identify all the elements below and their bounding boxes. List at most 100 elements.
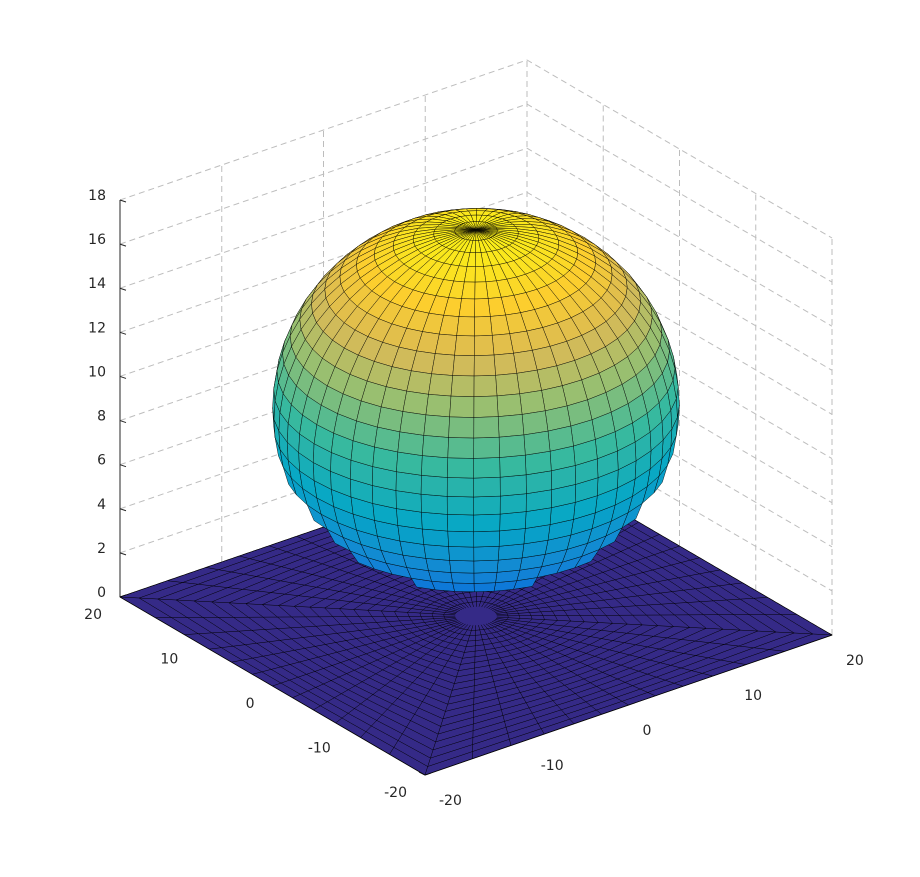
plane-radial	[184, 617, 456, 635]
surface-patch	[395, 471, 422, 495]
surface-patch	[497, 543, 525, 561]
grid-line	[119, 59, 833, 239]
plane-radial	[167, 580, 457, 614]
surface-patch	[448, 546, 475, 562]
surface-patch	[420, 475, 448, 497]
z-tick	[119, 508, 127, 512]
z-tick-label: 0	[97, 585, 106, 601]
z-tick-label: 10	[88, 364, 106, 380]
surface-patch	[493, 352, 518, 376]
surface-patch	[423, 544, 450, 561]
surface-patch	[496, 393, 523, 417]
surface-patch	[474, 316, 493, 337]
plane-radial	[335, 623, 466, 724]
plane-radial	[490, 534, 660, 610]
surface-patch	[498, 528, 526, 547]
surface-patch	[495, 373, 520, 397]
plane-radial	[155, 615, 456, 618]
surface-patch	[491, 333, 514, 356]
plane-radial	[494, 569, 721, 613]
surface-patch	[447, 530, 475, 548]
surface-patch	[499, 474, 527, 497]
surface-patch	[473, 572, 498, 584]
plane-radial	[492, 545, 680, 611]
z-tick-label: 8	[97, 409, 106, 425]
surface-patch	[434, 333, 457, 356]
surface-patch	[450, 375, 475, 397]
z-tick	[119, 199, 127, 203]
y-tick-label: 0	[246, 696, 255, 712]
plane-radial	[252, 620, 459, 675]
surface-patch	[473, 436, 500, 459]
surface-patch	[473, 416, 500, 439]
surface-patch	[447, 457, 474, 479]
plane-radial	[490, 622, 656, 697]
surface-patch	[452, 354, 475, 377]
plane-radial	[485, 623, 602, 715]
surface-patch	[420, 493, 448, 515]
surface-patch	[473, 530, 500, 548]
surface-patch	[422, 435, 449, 459]
surface-patch	[422, 528, 449, 547]
z-tick	[119, 243, 127, 247]
plane-radial	[231, 619, 458, 663]
surface-patch	[473, 476, 501, 498]
surface-patch	[474, 298, 491, 318]
surface-patch	[473, 354, 496, 377]
surface-patch	[525, 450, 552, 476]
plane-radial	[496, 616, 833, 636]
surface-patch	[497, 414, 525, 438]
z-tick-label: 18	[88, 188, 106, 204]
plane-radial	[491, 621, 684, 687]
surface-patch	[498, 434, 526, 458]
plane-radial	[495, 582, 743, 614]
surface-patch	[425, 558, 452, 573]
plane-radial	[493, 557, 700, 612]
surface-patch	[449, 395, 475, 418]
plane-radial	[209, 618, 457, 650]
surface-patch	[431, 353, 455, 376]
surface-patch	[474, 281, 489, 300]
surface-patch	[454, 335, 475, 356]
x-tick-label: -20	[439, 793, 462, 809]
plane-radial	[296, 535, 462, 610]
plane-radial	[239, 555, 459, 612]
plane-radial	[493, 620, 713, 677]
plane-radial	[424, 625, 474, 776]
z-tick	[119, 287, 127, 291]
surface-patch	[499, 454, 527, 478]
plane-radial	[496, 597, 768, 615]
z-tick-label: 6	[97, 453, 106, 469]
plane-radial	[478, 625, 512, 746]
surface-patch	[406, 370, 432, 395]
surface-patch	[448, 416, 475, 439]
surface-patch	[425, 394, 452, 418]
surface-patch	[456, 316, 475, 337]
plane-radial	[480, 624, 545, 735]
z-tick-label: 12	[88, 320, 106, 336]
y-tick-label: -20	[384, 785, 407, 801]
plane-radial	[472, 625, 477, 759]
plane-radial	[483, 624, 575, 724]
surface-patch	[521, 410, 549, 436]
surface-patch	[399, 411, 427, 436]
surface-patch	[449, 560, 475, 574]
surface-patch	[473, 513, 501, 533]
z-tick	[119, 331, 127, 335]
surface-patch	[458, 298, 476, 318]
plane-radial	[119, 596, 456, 616]
x-tick-label: 10	[744, 688, 762, 704]
surface-patch	[447, 437, 475, 459]
surface-patch	[473, 395, 499, 418]
surface-patch	[397, 431, 425, 456]
surface-patch	[473, 495, 501, 516]
plane-radial	[313, 623, 464, 711]
plane-radial	[272, 621, 460, 687]
plane-radial	[360, 624, 469, 738]
y-tick-label: 10	[160, 652, 178, 668]
surface-patch	[473, 559, 499, 574]
surface-patch	[516, 369, 542, 395]
z-tick-label: 4	[97, 497, 106, 513]
surface-patch	[452, 582, 475, 593]
